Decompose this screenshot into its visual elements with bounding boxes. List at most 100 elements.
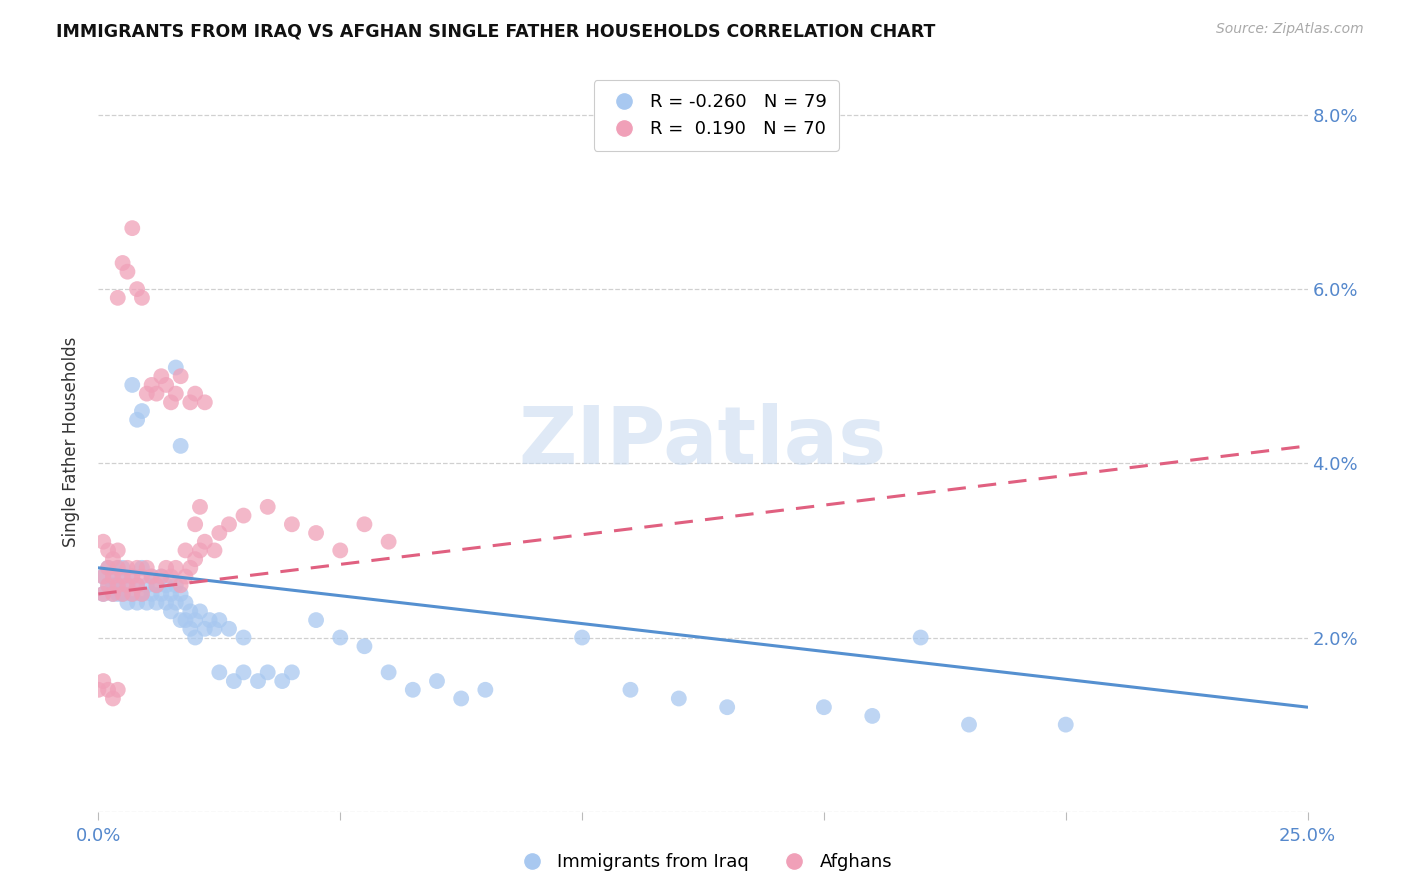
- Point: [184, 613, 207, 627]
- Point: [174, 613, 197, 627]
- Point: [256, 665, 278, 680]
- Point: [121, 378, 143, 392]
- Point: [957, 717, 980, 731]
- Point: [150, 569, 173, 583]
- Y-axis label: Single Father Households: Single Father Households: [62, 336, 80, 547]
- Point: [117, 596, 139, 610]
- Point: [668, 691, 690, 706]
- Point: [135, 578, 157, 592]
- Point: [194, 534, 217, 549]
- Point: [860, 709, 883, 723]
- Point: [150, 369, 173, 384]
- Point: [145, 386, 167, 401]
- Point: [218, 622, 240, 636]
- Point: [184, 517, 207, 532]
- Point: [174, 543, 197, 558]
- Point: [131, 561, 153, 575]
- Point: [174, 569, 197, 583]
- Point: [450, 691, 472, 706]
- Point: [135, 386, 157, 401]
- Point: [145, 578, 167, 592]
- Point: [135, 561, 157, 575]
- Point: [377, 534, 399, 549]
- Point: [97, 561, 120, 575]
- Point: [910, 631, 932, 645]
- Point: [194, 395, 217, 409]
- Point: [179, 395, 201, 409]
- Point: [131, 587, 153, 601]
- Point: [571, 631, 593, 645]
- Point: [87, 682, 110, 697]
- Point: [619, 682, 641, 697]
- Point: [165, 386, 187, 401]
- Point: [179, 604, 201, 618]
- Point: [155, 578, 177, 592]
- Point: [208, 526, 231, 541]
- Point: [160, 569, 183, 583]
- Point: [91, 674, 114, 689]
- Point: [165, 561, 187, 575]
- Point: [160, 604, 183, 618]
- Point: [135, 596, 157, 610]
- Point: [426, 674, 449, 689]
- Point: [165, 596, 187, 610]
- Point: [474, 682, 496, 697]
- Point: [91, 587, 114, 601]
- Point: [127, 561, 149, 575]
- Point: [121, 587, 143, 601]
- Point: [204, 622, 226, 636]
- Point: [97, 682, 120, 697]
- Point: [101, 587, 124, 601]
- Point: [101, 578, 124, 592]
- Point: [121, 587, 143, 601]
- Point: [141, 587, 163, 601]
- Point: [155, 561, 177, 575]
- Point: [353, 517, 375, 532]
- Point: [91, 534, 114, 549]
- Point: [222, 674, 245, 689]
- Point: [377, 665, 399, 680]
- Point: [107, 578, 129, 592]
- Point: [117, 561, 139, 575]
- Point: [131, 291, 153, 305]
- Point: [271, 674, 294, 689]
- Point: [208, 613, 231, 627]
- Point: [127, 413, 149, 427]
- Point: [179, 561, 201, 575]
- Point: [101, 569, 124, 583]
- Point: [107, 291, 129, 305]
- Point: [91, 569, 114, 583]
- Point: [169, 587, 191, 601]
- Point: [353, 639, 375, 653]
- Point: [111, 587, 134, 601]
- Point: [155, 596, 177, 610]
- Point: [184, 631, 207, 645]
- Point: [97, 561, 120, 575]
- Point: [247, 674, 270, 689]
- Point: [127, 596, 149, 610]
- Point: [281, 665, 304, 680]
- Point: [111, 587, 134, 601]
- Point: [107, 561, 129, 575]
- Point: [305, 526, 328, 541]
- Point: [305, 613, 328, 627]
- Point: [155, 378, 177, 392]
- Text: Source: ZipAtlas.com: Source: ZipAtlas.com: [1216, 22, 1364, 37]
- Point: [218, 517, 240, 532]
- Point: [131, 587, 153, 601]
- Point: [402, 682, 425, 697]
- Point: [165, 360, 187, 375]
- Point: [121, 569, 143, 583]
- Point: [91, 587, 114, 601]
- Point: [329, 543, 352, 558]
- Point: [1054, 717, 1077, 731]
- Point: [165, 578, 187, 592]
- Point: [107, 543, 129, 558]
- Point: [111, 256, 134, 270]
- Point: [150, 587, 173, 601]
- Point: [131, 404, 153, 418]
- Point: [194, 622, 217, 636]
- Point: [232, 508, 254, 523]
- Point: [188, 604, 211, 618]
- Point: [97, 543, 120, 558]
